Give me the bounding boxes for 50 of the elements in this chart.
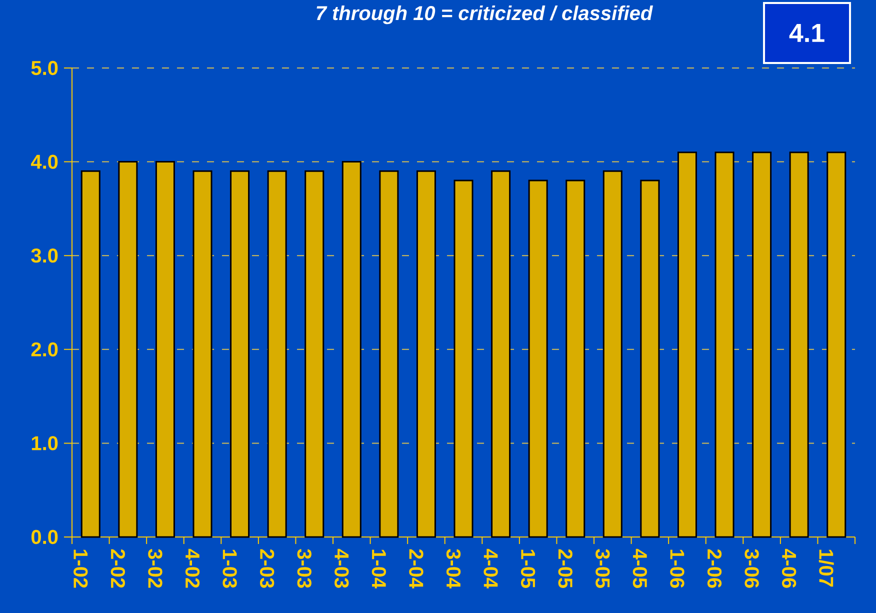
chart-title: 7 through 10 = criticized / classified xyxy=(316,6,654,24)
bar xyxy=(379,170,399,538)
bar xyxy=(416,170,436,538)
x-tick-label: 2-04 xyxy=(409,549,424,588)
y-tick-label: 5.0 xyxy=(31,60,58,76)
x-tick-label: 4-04 xyxy=(484,548,498,588)
y-tick-label: 1.0 xyxy=(32,436,58,450)
x-tick-label: 1-02 xyxy=(74,550,88,588)
bar xyxy=(566,180,586,538)
bar xyxy=(528,180,548,538)
bar xyxy=(230,170,250,538)
bar xyxy=(752,152,772,538)
bar xyxy=(304,170,324,538)
x-tick-label: 4-03 xyxy=(334,548,349,588)
text: 4.1 xyxy=(789,24,824,42)
x-tick-label: 1-04 xyxy=(372,550,386,588)
bar xyxy=(80,170,100,538)
y-tick-label: 4.0 xyxy=(30,154,58,169)
y-tick-label: 2.0 xyxy=(31,342,58,356)
x-tick-label: 2-02 xyxy=(110,549,126,588)
bar xyxy=(714,152,734,538)
bar xyxy=(454,180,474,538)
bar xyxy=(267,170,287,538)
bar xyxy=(155,161,175,538)
x-tick-label: 1/07 xyxy=(818,550,834,587)
y-tick-label: 3.0 xyxy=(31,248,58,263)
x-tick-label: 4-05 xyxy=(632,548,648,588)
x-tick-label: 2-03 xyxy=(260,549,274,588)
x-tick-label: 4-06 xyxy=(782,548,796,588)
bar xyxy=(640,180,660,538)
bar xyxy=(789,152,809,538)
x-tick-label: 1-06 xyxy=(670,550,684,588)
x-tick-label: 2-06 xyxy=(707,549,722,588)
x-tick-label: 3-05 xyxy=(596,548,610,588)
bar xyxy=(602,170,622,538)
x-tick-label: 1-03 xyxy=(222,550,237,588)
x-tick-label: 3-06 xyxy=(744,548,759,588)
x-tick-label: 1-05 xyxy=(520,550,536,588)
bar xyxy=(826,152,846,538)
x-tick-label: 4-02 xyxy=(185,548,200,588)
bar xyxy=(118,161,138,538)
x-tick-label: 2-05 xyxy=(558,549,572,588)
x-tick-label: 3-04 xyxy=(446,548,461,588)
bar xyxy=(192,170,212,538)
bar xyxy=(342,161,362,538)
x-tick-label: 3-02 xyxy=(148,548,162,588)
bar xyxy=(677,152,697,538)
x-tick-label: 3-03 xyxy=(297,548,312,588)
bar xyxy=(491,170,511,538)
y-tick-label: 0.0 xyxy=(31,530,58,544)
